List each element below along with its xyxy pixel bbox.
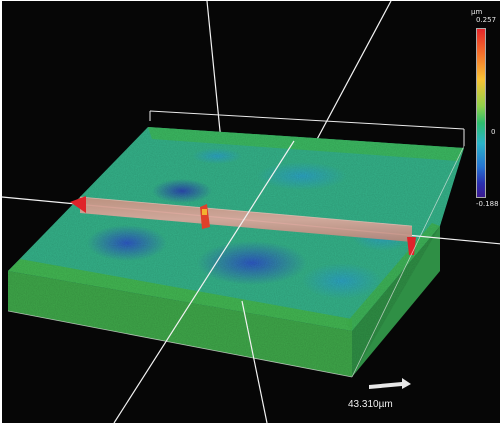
scale-label: 43.310µm	[348, 399, 393, 410]
colorbar-mid-label: 0	[491, 128, 496, 136]
colorbar-unit: µm	[471, 8, 483, 16]
height-colorbar	[476, 28, 486, 198]
axis-line-diagonal	[113, 140, 295, 423]
profile-band	[80, 197, 412, 242]
right-arrow-icon	[369, 378, 411, 389]
colorbar-min-label: -0.188	[476, 200, 499, 208]
left-marker	[70, 196, 86, 213]
bounding-box-back-edge	[149, 110, 465, 130]
axis-line-front	[241, 300, 268, 423]
colorbar-max-label: 0.257	[476, 16, 497, 24]
